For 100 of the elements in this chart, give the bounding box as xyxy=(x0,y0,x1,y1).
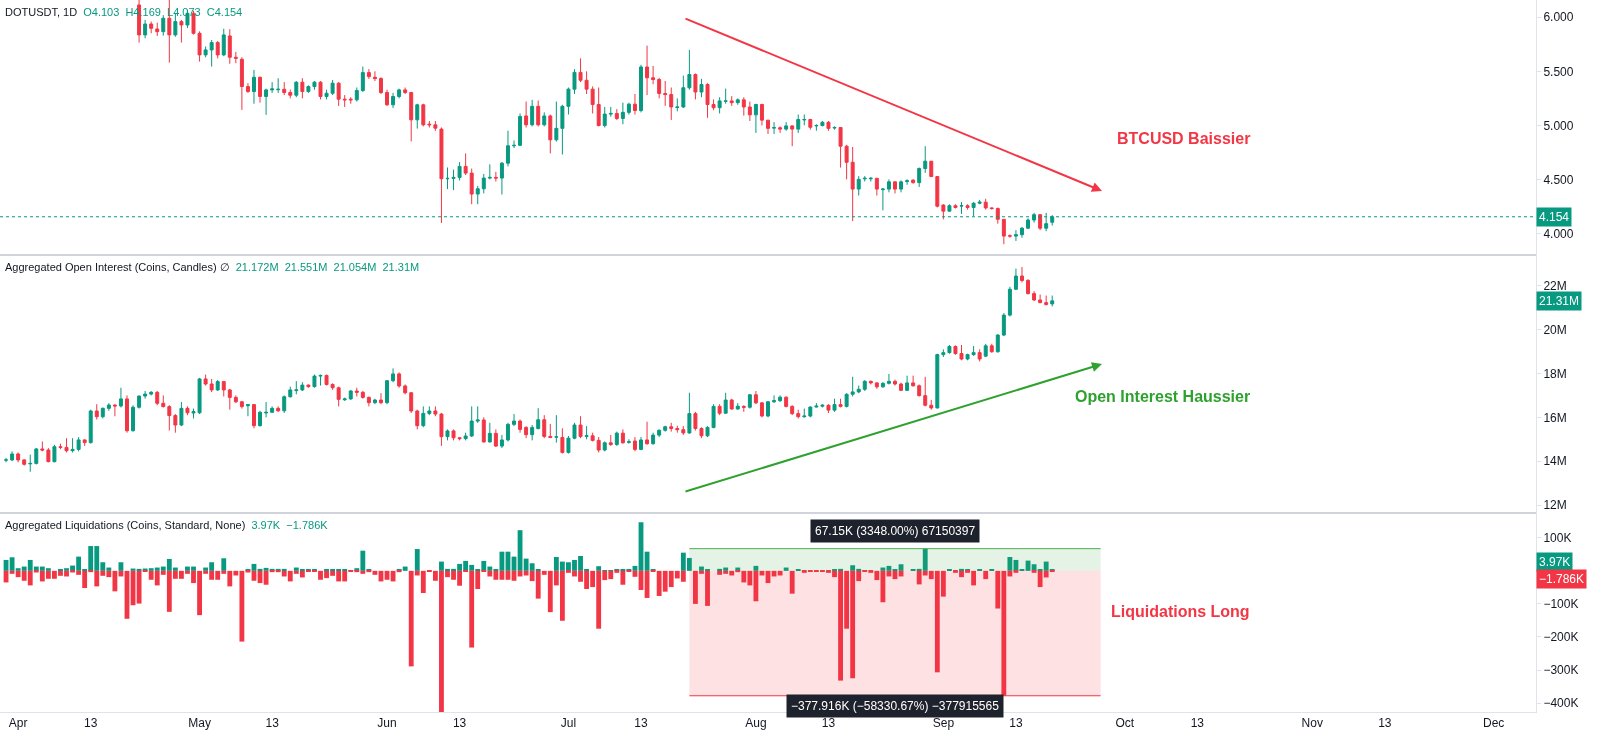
bar xyxy=(880,567,886,571)
candlestick xyxy=(645,421,650,446)
candlestick xyxy=(554,414,559,444)
candlestick xyxy=(112,403,117,417)
candlestick xyxy=(336,386,341,407)
candlestick xyxy=(735,402,740,411)
candlestick xyxy=(747,101,752,122)
candlestick xyxy=(977,199,982,205)
candlestick xyxy=(983,198,988,211)
candlestick xyxy=(354,387,359,398)
candlestick xyxy=(1001,218,1006,245)
x-tick-label: 13 xyxy=(452,716,467,731)
candlestick xyxy=(403,87,408,95)
candlestick xyxy=(723,88,728,105)
candlestick xyxy=(282,394,287,414)
candlestick xyxy=(784,396,789,408)
candlestick xyxy=(772,121,777,135)
x-tick-label: 13 xyxy=(634,716,648,731)
candlestick xyxy=(306,383,311,389)
candlestick xyxy=(626,102,631,116)
candlestick xyxy=(518,112,523,147)
candlestick xyxy=(832,125,837,131)
bar xyxy=(414,549,420,571)
candlestick xyxy=(221,380,226,398)
candlestick xyxy=(409,391,414,414)
candlestick xyxy=(294,80,299,98)
candlestick xyxy=(118,387,123,408)
candlestick xyxy=(1020,266,1024,283)
candlestick xyxy=(366,396,371,407)
candlestick xyxy=(143,390,148,400)
candlestick xyxy=(415,103,420,130)
candlestick xyxy=(723,392,728,415)
candlestick xyxy=(868,176,873,183)
candlestick xyxy=(560,427,565,455)
candlestick xyxy=(608,106,613,118)
x-tick-label: Nov xyxy=(1301,716,1323,731)
candlestick xyxy=(1038,213,1043,231)
candlestick xyxy=(790,404,795,416)
candlestick xyxy=(378,392,383,405)
text: DOTUSDT, 1D xyxy=(5,6,78,18)
candlestick xyxy=(880,381,885,389)
candlestick xyxy=(131,404,136,433)
candlestick xyxy=(645,45,650,96)
candlestick xyxy=(741,96,746,117)
candlestick xyxy=(675,425,680,434)
candlestick xyxy=(354,87,359,103)
y-tick-label: −300K xyxy=(1543,663,1579,678)
candlestick xyxy=(342,94,347,108)
candlestick xyxy=(850,376,855,398)
y-tick-label: 5.500 xyxy=(1543,64,1574,79)
candlestick xyxy=(270,81,275,94)
candlestick xyxy=(245,403,250,417)
candlestick xyxy=(505,130,510,167)
candlestick xyxy=(252,69,256,105)
candlestick xyxy=(959,201,964,215)
candlestick xyxy=(155,22,160,37)
candlestick xyxy=(209,39,214,68)
candlestick xyxy=(1032,290,1037,302)
candlestick xyxy=(318,80,323,100)
candlestick xyxy=(663,80,668,107)
candlestick xyxy=(862,379,867,392)
candlestick xyxy=(899,382,904,392)
candlestick xyxy=(554,101,559,143)
candlestick xyxy=(790,124,795,147)
candlestick xyxy=(385,379,390,405)
candlestick xyxy=(778,125,783,134)
candlestick xyxy=(729,95,734,107)
candlestick xyxy=(336,81,341,107)
candlestick xyxy=(1013,268,1018,291)
candlestick xyxy=(512,413,516,427)
candlestick xyxy=(602,440,607,452)
candlestick xyxy=(766,119,770,135)
y-tick-label: 14M xyxy=(1543,454,1567,469)
candlestick xyxy=(270,405,275,414)
candlestick xyxy=(808,118,813,131)
candlestick xyxy=(862,175,867,183)
candlestick xyxy=(499,161,504,195)
candlestick xyxy=(681,425,686,436)
x-tick-label: Dec xyxy=(1483,716,1505,731)
candlestick xyxy=(4,457,9,463)
candlestick xyxy=(512,139,516,149)
candlestick xyxy=(687,49,692,91)
candlestick xyxy=(766,400,770,418)
candlestick xyxy=(868,379,873,385)
candlestick xyxy=(935,175,940,208)
candlestick xyxy=(149,390,154,396)
candlestick xyxy=(203,374,208,387)
candlestick xyxy=(1038,293,1043,304)
candlestick xyxy=(524,425,529,439)
candlestick xyxy=(342,397,347,402)
candlestick xyxy=(481,173,486,194)
candlestick xyxy=(838,398,843,408)
candlestick xyxy=(596,436,601,453)
candlestick xyxy=(905,375,910,392)
bar xyxy=(777,570,783,576)
candlestick xyxy=(620,102,625,125)
candlestick xyxy=(179,401,184,427)
candlestick xyxy=(536,407,541,430)
candlestick xyxy=(227,28,232,65)
candlestick xyxy=(893,181,897,194)
